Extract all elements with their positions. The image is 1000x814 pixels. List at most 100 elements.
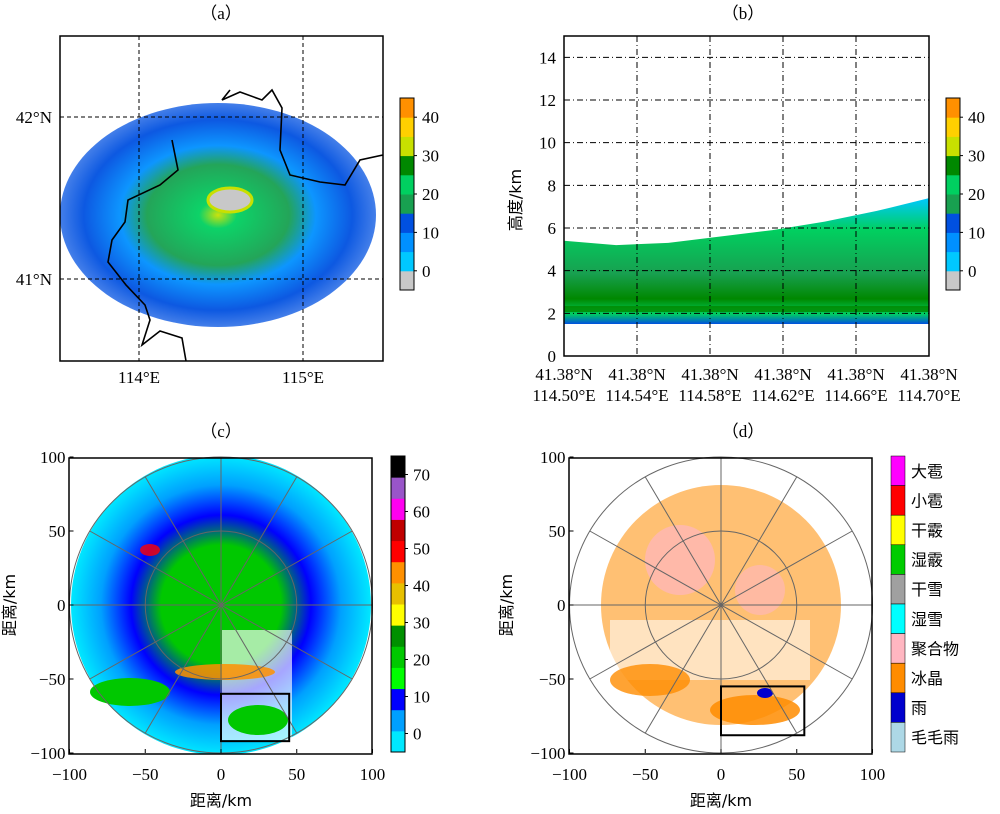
colorbar-swatch (946, 251, 960, 272)
panel-b-y-tick: 14 (539, 48, 557, 67)
colorbar-swatch (946, 98, 960, 118)
colorbar-tick-label: 20 (968, 185, 985, 204)
panel-c-ticks: −100 −50 0 50 100 100 50 0 −50 −100 (30, 448, 385, 784)
colorbar-tick-label: 30 (422, 147, 439, 166)
panel-d-region-box (720, 685, 806, 737)
colorbar-swatch (391, 709, 405, 732)
panel-a-y-tick: 42°N (16, 108, 52, 127)
x-tick-label: −50 (632, 765, 659, 784)
colorbar-swatch (400, 117, 414, 137)
legend-label: 冰晶 (911, 669, 943, 688)
panel-c-echo-cell (228, 705, 288, 735)
legend-swatch (890, 603, 906, 634)
panel-b: 高度/km 1412108642041.38°N114.50°E41.38°N1… (506, 35, 985, 405)
panel-c-frame (68, 457, 373, 755)
x-tick-label: 50 (788, 765, 805, 784)
colorbar-swatch (391, 561, 405, 584)
y-tick-label: 0 (557, 596, 566, 615)
colorbar-swatch (391, 730, 405, 753)
colorbar-swatch (946, 270, 960, 291)
x-tick-label: 0 (717, 765, 726, 784)
panel-a-x-tick: 114°E (118, 368, 160, 387)
x-tick-label: 100 (860, 765, 886, 784)
panel-b-y-tick: 12 (539, 91, 556, 110)
panel-b-x-tick: 114.70°E (897, 386, 960, 405)
legend-label: 湿雪 (911, 610, 943, 629)
colorbar-swatch (391, 456, 405, 478)
colorbar-tick-label: 0 (422, 262, 431, 281)
panel-b-echo (564, 198, 929, 324)
colorbar-tick-label: 20 (413, 651, 430, 670)
panel-d: −100 −50 0 50 100 100 50 0 −50 −100 距离/km 距离/km 大… (497, 448, 959, 810)
colorbar-tick-label: 60 (413, 503, 430, 522)
panel-d-x-label: 距离/km (690, 791, 752, 810)
colorbar-tick-label: 10 (422, 223, 439, 242)
legend-swatch (890, 514, 906, 546)
colorbar-swatch (400, 174, 414, 195)
colorbar-swatch (391, 540, 405, 563)
colorbar-frame (390, 455, 406, 753)
x-tick-label: −100 (52, 765, 87, 784)
colorbar-swatch (391, 625, 405, 647)
colorbar-swatch (946, 155, 960, 176)
y-tick-label: 100 (40, 448, 66, 467)
panel-d-class-field (710, 695, 800, 725)
panel-c-colorbar: 70 60 50 40 30 20 10 0 (390, 455, 430, 753)
panel-label-c: （c） (200, 422, 242, 441)
legend-swatch (890, 692, 906, 723)
colorbar-swatch (400, 98, 414, 118)
legend-swatch (890, 544, 906, 575)
x-tick-label: −100 (552, 765, 587, 784)
panel-b-x-tick: 41.38°N (754, 365, 811, 384)
legend-swatch (890, 633, 906, 664)
colorbar-swatch (391, 688, 405, 711)
panel-d-class-field (757, 688, 773, 698)
panel-c-echo-cell (175, 664, 275, 680)
panel-b-frame (563, 35, 930, 357)
x-tick-label: 0 (217, 765, 226, 784)
panel-a-frame (59, 35, 384, 362)
x-tick-label: 50 (288, 765, 305, 784)
panel-b-x-tick: 41.38°N (827, 365, 884, 384)
colorbar-swatch (400, 251, 414, 272)
colorbar-swatch (391, 519, 405, 542)
colorbar-tick-label: 0 (413, 725, 422, 744)
colorbar-swatch (946, 213, 960, 233)
colorbar-swatch (391, 646, 405, 668)
colorbar-swatch (391, 667, 405, 690)
panel-b-y-tick: 8 (548, 176, 557, 195)
panel-a-y-tick: 41°N (16, 270, 52, 289)
y-tick-label: −100 (30, 744, 65, 763)
azimuth-line (589, 530, 853, 680)
legend-swatch (890, 455, 906, 486)
panel-b-bright-band (564, 306, 929, 312)
y-tick-label: 50 (549, 522, 566, 541)
panel-b-x-tick: 114.50°E (532, 386, 595, 405)
colorbar-swatch (400, 136, 414, 157)
y-tick-label: −50 (39, 670, 66, 689)
legend-swatch (890, 574, 906, 605)
panel-b-x-tick: 114.58°E (678, 386, 741, 405)
colorbar-tick-label: 30 (413, 614, 430, 633)
x-tick-label: 100 (360, 765, 386, 784)
colorbar-tick-label: 10 (413, 688, 430, 707)
panel-b-x-tick: 114.62°E (751, 386, 814, 405)
legend-label: 小雹 (911, 491, 943, 510)
colorbar-swatch (946, 117, 960, 137)
colorbar-swatch (391, 498, 405, 520)
y-tick-label: 50 (49, 522, 66, 541)
panel-b-y-tick: 2 (548, 304, 557, 323)
y-tick-label: 0 (57, 596, 66, 615)
panel-b-x-tick: 41.38°N (608, 365, 665, 384)
colorbar-tick-label: 40 (422, 108, 439, 127)
colorbar-swatch (400, 232, 414, 253)
legend-swatch (890, 722, 906, 753)
legend-label: 湿霰 (911, 551, 943, 570)
panel-a-border (107, 88, 383, 361)
legend-label: 大雹 (911, 462, 943, 481)
x-tick-label: −50 (132, 765, 159, 784)
panel-b-x-tick: 114.54°E (605, 386, 668, 405)
colorbar-swatch (400, 213, 414, 233)
